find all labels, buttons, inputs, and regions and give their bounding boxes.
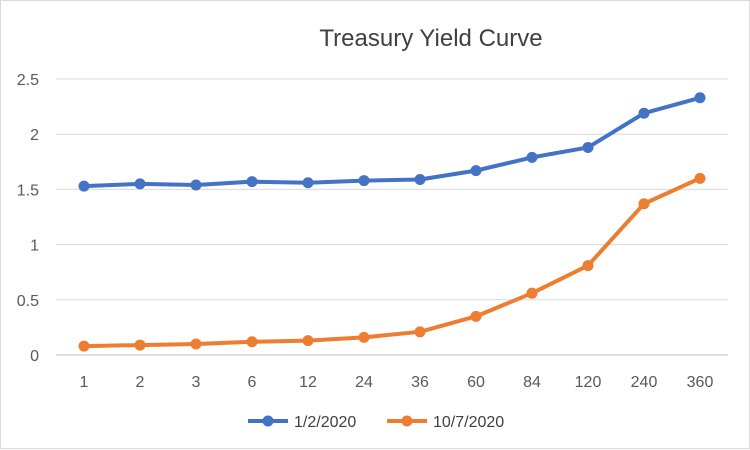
legend-item-series-1: 1/2/2020 <box>248 414 356 431</box>
series-2 <box>78 172 706 352</box>
data-point <box>526 287 538 299</box>
x-tick-label: 360 <box>687 374 714 391</box>
data-point <box>302 335 314 347</box>
legend-item-series-2: 10/7/2020 <box>387 414 504 431</box>
data-point <box>134 178 146 190</box>
x-tick-label: 12 <box>299 374 317 391</box>
data-point <box>78 340 90 352</box>
gridlines <box>56 78 728 356</box>
data-point <box>358 175 370 187</box>
y-tick-label: 0 <box>30 348 39 365</box>
y-tick-label: 1.5 <box>17 182 39 199</box>
data-point <box>414 173 426 185</box>
y-tick-label: 1 <box>30 238 39 255</box>
legend: 1/2/2020 10/7/2020 <box>248 414 504 431</box>
data-point <box>638 198 650 210</box>
x-tick-label: 2 <box>136 374 145 391</box>
data-point <box>246 176 258 188</box>
x-tick-label: 1 <box>80 374 89 391</box>
data-point <box>134 339 146 351</box>
chart-title: Treasury Yield Curve <box>319 25 542 52</box>
data-point <box>190 338 202 350</box>
y-tick-label: 2.5 <box>17 72 39 89</box>
data-point <box>358 331 370 343</box>
y-axis-tick-labels: 0 0.5 1 1.5 2 2.5 <box>17 72 39 365</box>
data-point <box>582 141 594 153</box>
series-line-1 <box>82 95 702 189</box>
x-tick-label: 6 <box>248 374 257 391</box>
data-point <box>526 151 538 163</box>
data-point <box>470 310 482 322</box>
legend-marker-series-1 <box>262 415 274 427</box>
series-line-2 <box>82 176 702 349</box>
data-point <box>582 260 594 272</box>
data-point <box>302 177 314 189</box>
x-axis-tick-labels: 1 2 3 6 12 24 36 60 84 120 240 360 <box>80 374 714 391</box>
legend-marker-series-2 <box>401 415 413 427</box>
data-point <box>638 107 650 119</box>
y-tick-label: 2 <box>30 127 39 144</box>
x-tick-label: 60 <box>467 374 485 391</box>
data-point <box>470 165 482 177</box>
x-tick-label: 3 <box>192 374 201 391</box>
data-point <box>246 336 258 348</box>
data-point <box>694 92 706 104</box>
x-tick-label: 36 <box>411 374 429 391</box>
series-lines <box>78 92 706 352</box>
y-tick-label: 0.5 <box>17 293 39 310</box>
data-point <box>694 172 706 184</box>
x-tick-label: 240 <box>631 374 658 391</box>
legend-label-series-1: 1/2/2020 <box>294 414 356 431</box>
data-point <box>78 180 90 192</box>
legend-label-series-2: 10/7/2020 <box>433 414 504 431</box>
x-tick-label: 120 <box>575 374 602 391</box>
x-tick-label: 84 <box>523 374 541 391</box>
x-tick-label: 24 <box>355 374 373 391</box>
series-1 <box>78 92 706 192</box>
data-point <box>190 179 202 191</box>
data-point <box>414 326 426 338</box>
